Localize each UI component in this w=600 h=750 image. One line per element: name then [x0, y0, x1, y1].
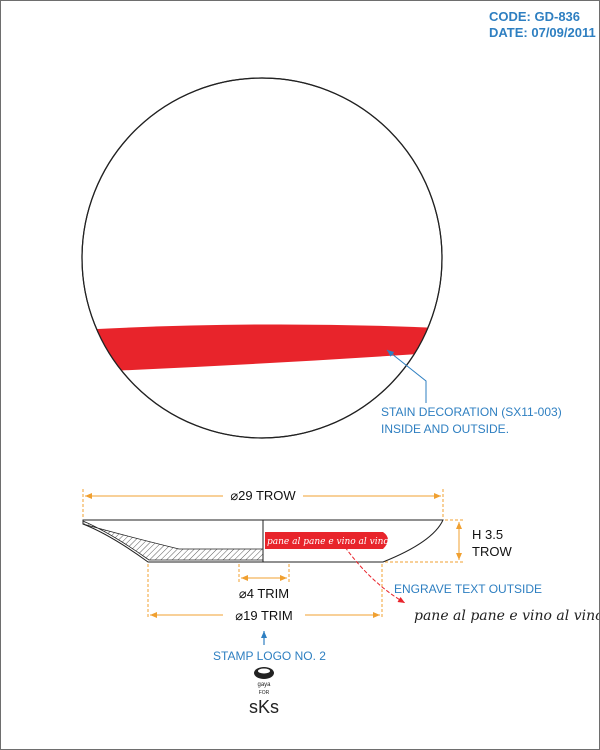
stain-decoration-band: [82, 324, 442, 373]
dimension-trim-base: ⌀19 TRIM: [147, 564, 383, 623]
dimension-height: H 3.5 TROW: [385, 519, 512, 563]
stamp-logo: gaya FOR sKs: [249, 667, 279, 717]
drawing-date: DATE: 07/09/2011: [489, 25, 596, 40]
stain-callout-line1: STAIN DECORATION (SX11-003): [381, 405, 562, 419]
plate-top-view: [81, 77, 443, 439]
stamp-logo-brand: gaya: [257, 682, 271, 688]
engrave-callout-leader: [344, 546, 406, 604]
engrave-callout: ENGRAVE TEXT OUTSIDE pane al pane e vino…: [344, 546, 599, 624]
title-block: CODE: GD-836 DATE: 07/09/2011: [489, 9, 596, 41]
stain-callout-line2: INSIDE AND OUTSIDE.: [381, 422, 509, 436]
stain-callout: STAIN DECORATION (SX11-003) INSIDE AND O…: [381, 349, 562, 436]
trim-small-label: ⌀4 TRIM: [239, 586, 289, 601]
product-code: CODE: GD-836: [489, 9, 581, 24]
stamp-logo-text: sKs: [249, 697, 279, 717]
stamp-callout: STAMP LOGO NO. 2: [213, 631, 326, 663]
stamp-callout-label: STAMP LOGO NO. 2: [213, 649, 326, 663]
engrave-band: [265, 532, 388, 549]
section-hatch: [82, 520, 264, 561]
engrave-callout-label: ENGRAVE TEXT OUTSIDE: [394, 582, 542, 596]
height-label-line2: TROW: [472, 544, 512, 559]
stamp-logo-for: FOR: [259, 690, 270, 696]
diameter-top-label: ⌀29 TROW: [230, 488, 296, 503]
dimension-diameter-top: ⌀29 TROW: [82, 488, 444, 518]
engrave-band-text: pane al pane e vino al vino....: [267, 537, 400, 547]
height-label-line1: H 3.5: [472, 527, 503, 542]
plate-side-view: pane al pane e vino al vino....: [82, 519, 444, 563]
plate-outline: [81, 77, 443, 439]
engrave-text-sample: pane al pane e vino al vino....: [414, 608, 599, 624]
dimension-trim-small: ⌀4 TRIM: [238, 564, 290, 601]
trim-base-label: ⌀19 TRIM: [235, 608, 292, 623]
stain-callout-leader: [386, 349, 427, 403]
